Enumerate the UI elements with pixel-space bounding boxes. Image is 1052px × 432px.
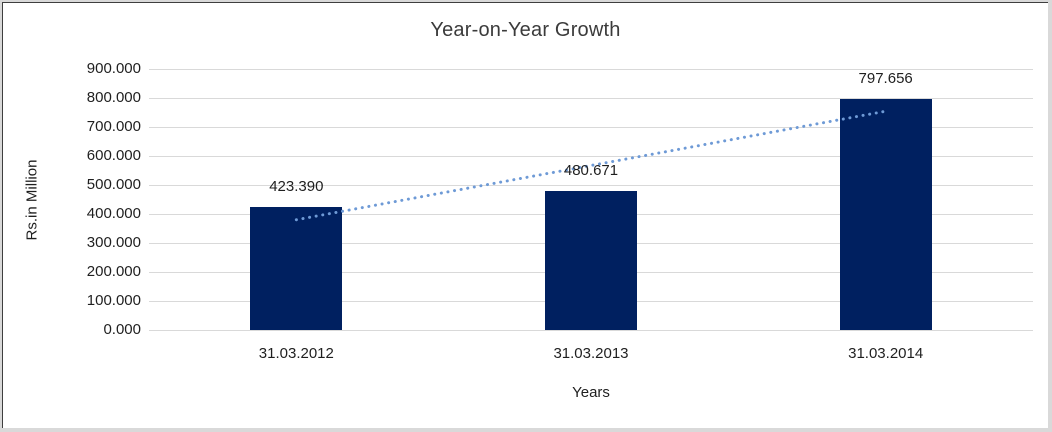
gridline	[149, 127, 1033, 128]
y-tick-label: 100.000	[86, 292, 141, 309]
y-tick-label: 900.000	[86, 60, 141, 77]
bar	[545, 190, 637, 330]
gridline	[149, 156, 1033, 157]
x-tick-label: 31.03.2012	[258, 345, 334, 362]
gridline	[149, 330, 1033, 331]
gridline	[149, 69, 1033, 70]
gridline	[149, 98, 1033, 99]
bar-value-label: 797.656	[858, 69, 913, 87]
y-tick-label: 800.000	[86, 89, 141, 106]
bar	[250, 207, 343, 330]
plot-area: 423.390 480.671 797.656	[149, 69, 1033, 331]
bar	[839, 98, 932, 330]
chart-title: Year-on-Year Growth	[430, 19, 621, 41]
bar-value-label: 480.671	[563, 161, 619, 179]
gridline	[149, 185, 1033, 186]
x-tick-label: 31.03.2014	[848, 345, 924, 362]
y-tick-label: 300.000	[86, 234, 141, 251]
y-tick-label: 500.000	[86, 176, 141, 193]
trendline	[294, 109, 888, 222]
y-tick-label: 600.000	[86, 147, 141, 164]
y-tick-label: 200.000	[86, 263, 141, 280]
x-axis-title: Years	[572, 384, 610, 401]
y-tick-label: 400.000	[86, 205, 141, 222]
bar-value-label: 423.390	[269, 178, 324, 196]
y-tick-label: 700.000	[86, 118, 141, 135]
x-tick-label: 31.03.2013	[553, 345, 629, 362]
y-tick-label: 0.000	[103, 321, 141, 338]
